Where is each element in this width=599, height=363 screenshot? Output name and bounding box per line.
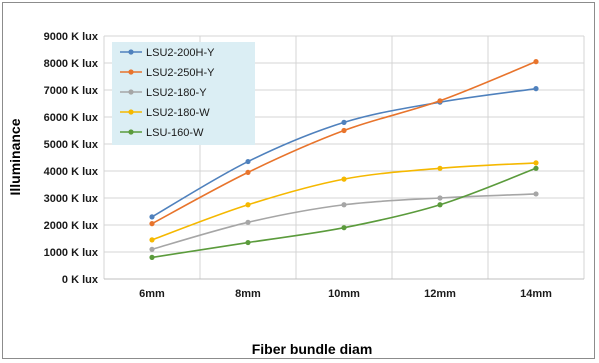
- y-tick-label: 3000 K lux: [44, 193, 99, 205]
- legend-entry: LSU2-180-W: [146, 107, 210, 119]
- y-tick-label: 8000 K lux: [44, 58, 99, 70]
- data-point: [533, 59, 539, 65]
- data-point: [245, 202, 251, 208]
- data-point: [245, 158, 251, 165]
- data-point: [341, 202, 347, 208]
- y-tick-label: 2000 K lux: [44, 220, 99, 232]
- data-point: [149, 246, 155, 252]
- data-point: [533, 86, 539, 92]
- data-point: [341, 119, 347, 125]
- data-point: [437, 165, 443, 171]
- legend: LSU2-200H-Y LSU2-250H-Y LSU2-180-Y LSU2-180…: [112, 42, 255, 145]
- legend-marker: [128, 109, 134, 115]
- data-point: [149, 221, 155, 227]
- y-tick-label: 9000 K lux: [44, 31, 99, 43]
- x-axis-ticks: 6mm 8mm 10mm 12mm 14mm: [139, 288, 552, 300]
- legend-entry: LSU2-250H-Y: [146, 67, 215, 79]
- legend-entry: LSU2-200H-Y: [146, 47, 215, 59]
- x-tick-label: 10mm: [328, 288, 360, 300]
- legend-marker: [128, 69, 134, 75]
- y-tick-label: 0 K lux: [62, 274, 99, 286]
- x-axis-title: Fiber bundle diam: [252, 341, 373, 357]
- x-tick-label: 12mm: [424, 288, 456, 300]
- x-tick-label: 6mm: [139, 288, 165, 300]
- legend-marker: [128, 129, 134, 135]
- data-point: [341, 127, 347, 134]
- y-tick-label: 7000 K lux: [44, 85, 99, 97]
- data-point: [149, 214, 155, 220]
- data-point: [149, 237, 155, 243]
- x-tick-label: 14mm: [520, 288, 552, 300]
- y-axis-ticks: 0 K lux 1000 K lux 2000 K lux 3000 K lux 400…: [44, 31, 99, 286]
- data-point: [533, 191, 539, 197]
- data-point: [149, 254, 155, 260]
- legend-entry: LSU-160-W: [146, 127, 204, 139]
- legend-marker: [128, 49, 134, 55]
- data-point: [533, 165, 539, 171]
- legend-entry: LSU2-180-Y: [146, 87, 207, 99]
- y-tick-label: 1000 K lux: [44, 247, 99, 259]
- data-point: [245, 219, 251, 225]
- data-point: [245, 169, 251, 175]
- y-tick-label: 4000 K lux: [44, 166, 99, 178]
- legend-box: [112, 42, 255, 145]
- data-point: [341, 176, 347, 182]
- data-point: [437, 202, 443, 208]
- data-point: [437, 195, 443, 201]
- series-lines: [149, 59, 539, 260]
- y-axis-title: Illuminance: [7, 118, 23, 195]
- data-point: [341, 225, 347, 231]
- x-tick-label: 8mm: [235, 288, 261, 300]
- data-point: [245, 239, 251, 246]
- y-tick-label: 6000 K lux: [44, 112, 99, 124]
- legend-marker: [128, 89, 134, 95]
- y-tick-label: 5000 K lux: [44, 139, 99, 151]
- data-point: [533, 160, 539, 166]
- data-point: [437, 98, 443, 104]
